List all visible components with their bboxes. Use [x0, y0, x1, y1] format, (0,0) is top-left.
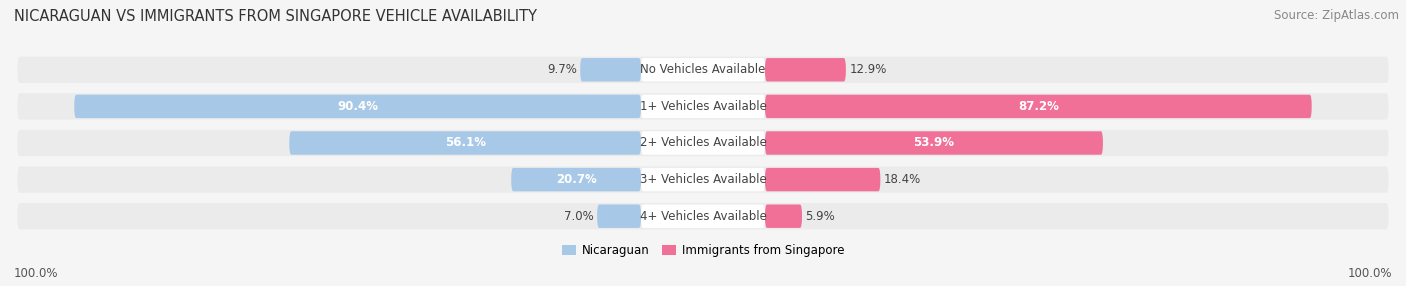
FancyBboxPatch shape [765, 58, 846, 82]
Text: Source: ZipAtlas.com: Source: ZipAtlas.com [1274, 9, 1399, 21]
Text: 4+ Vehicles Available: 4+ Vehicles Available [640, 210, 766, 223]
Text: 18.4%: 18.4% [884, 173, 921, 186]
Text: 100.0%: 100.0% [1347, 267, 1392, 280]
FancyBboxPatch shape [641, 58, 765, 82]
FancyBboxPatch shape [581, 58, 641, 82]
FancyBboxPatch shape [598, 204, 641, 228]
FancyBboxPatch shape [75, 95, 641, 118]
Legend: Nicaraguan, Immigrants from Singapore: Nicaraguan, Immigrants from Singapore [557, 239, 849, 262]
Text: 100.0%: 100.0% [14, 267, 59, 280]
FancyBboxPatch shape [641, 95, 765, 118]
Text: 3+ Vehicles Available: 3+ Vehicles Available [640, 173, 766, 186]
Text: NICARAGUAN VS IMMIGRANTS FROM SINGAPORE VEHICLE AVAILABILITY: NICARAGUAN VS IMMIGRANTS FROM SINGAPORE … [14, 9, 537, 23]
Text: 1+ Vehicles Available: 1+ Vehicles Available [640, 100, 766, 113]
FancyBboxPatch shape [765, 204, 801, 228]
Text: 20.7%: 20.7% [555, 173, 596, 186]
Text: 90.4%: 90.4% [337, 100, 378, 113]
Text: 12.9%: 12.9% [849, 63, 887, 76]
FancyBboxPatch shape [17, 57, 1389, 83]
FancyBboxPatch shape [641, 204, 765, 228]
Text: 87.2%: 87.2% [1018, 100, 1059, 113]
FancyBboxPatch shape [765, 131, 1102, 155]
Text: 2+ Vehicles Available: 2+ Vehicles Available [640, 136, 766, 150]
FancyBboxPatch shape [641, 131, 765, 155]
Text: No Vehicles Available: No Vehicles Available [640, 63, 766, 76]
Text: 9.7%: 9.7% [547, 63, 576, 76]
FancyBboxPatch shape [765, 95, 1312, 118]
Text: 53.9%: 53.9% [914, 136, 955, 150]
FancyBboxPatch shape [17, 203, 1389, 229]
FancyBboxPatch shape [512, 168, 641, 191]
Text: 5.9%: 5.9% [806, 210, 835, 223]
Text: 7.0%: 7.0% [564, 210, 593, 223]
Text: 56.1%: 56.1% [444, 136, 485, 150]
FancyBboxPatch shape [17, 166, 1389, 193]
FancyBboxPatch shape [641, 168, 765, 191]
FancyBboxPatch shape [290, 131, 641, 155]
FancyBboxPatch shape [765, 168, 880, 191]
FancyBboxPatch shape [17, 130, 1389, 156]
FancyBboxPatch shape [17, 93, 1389, 120]
